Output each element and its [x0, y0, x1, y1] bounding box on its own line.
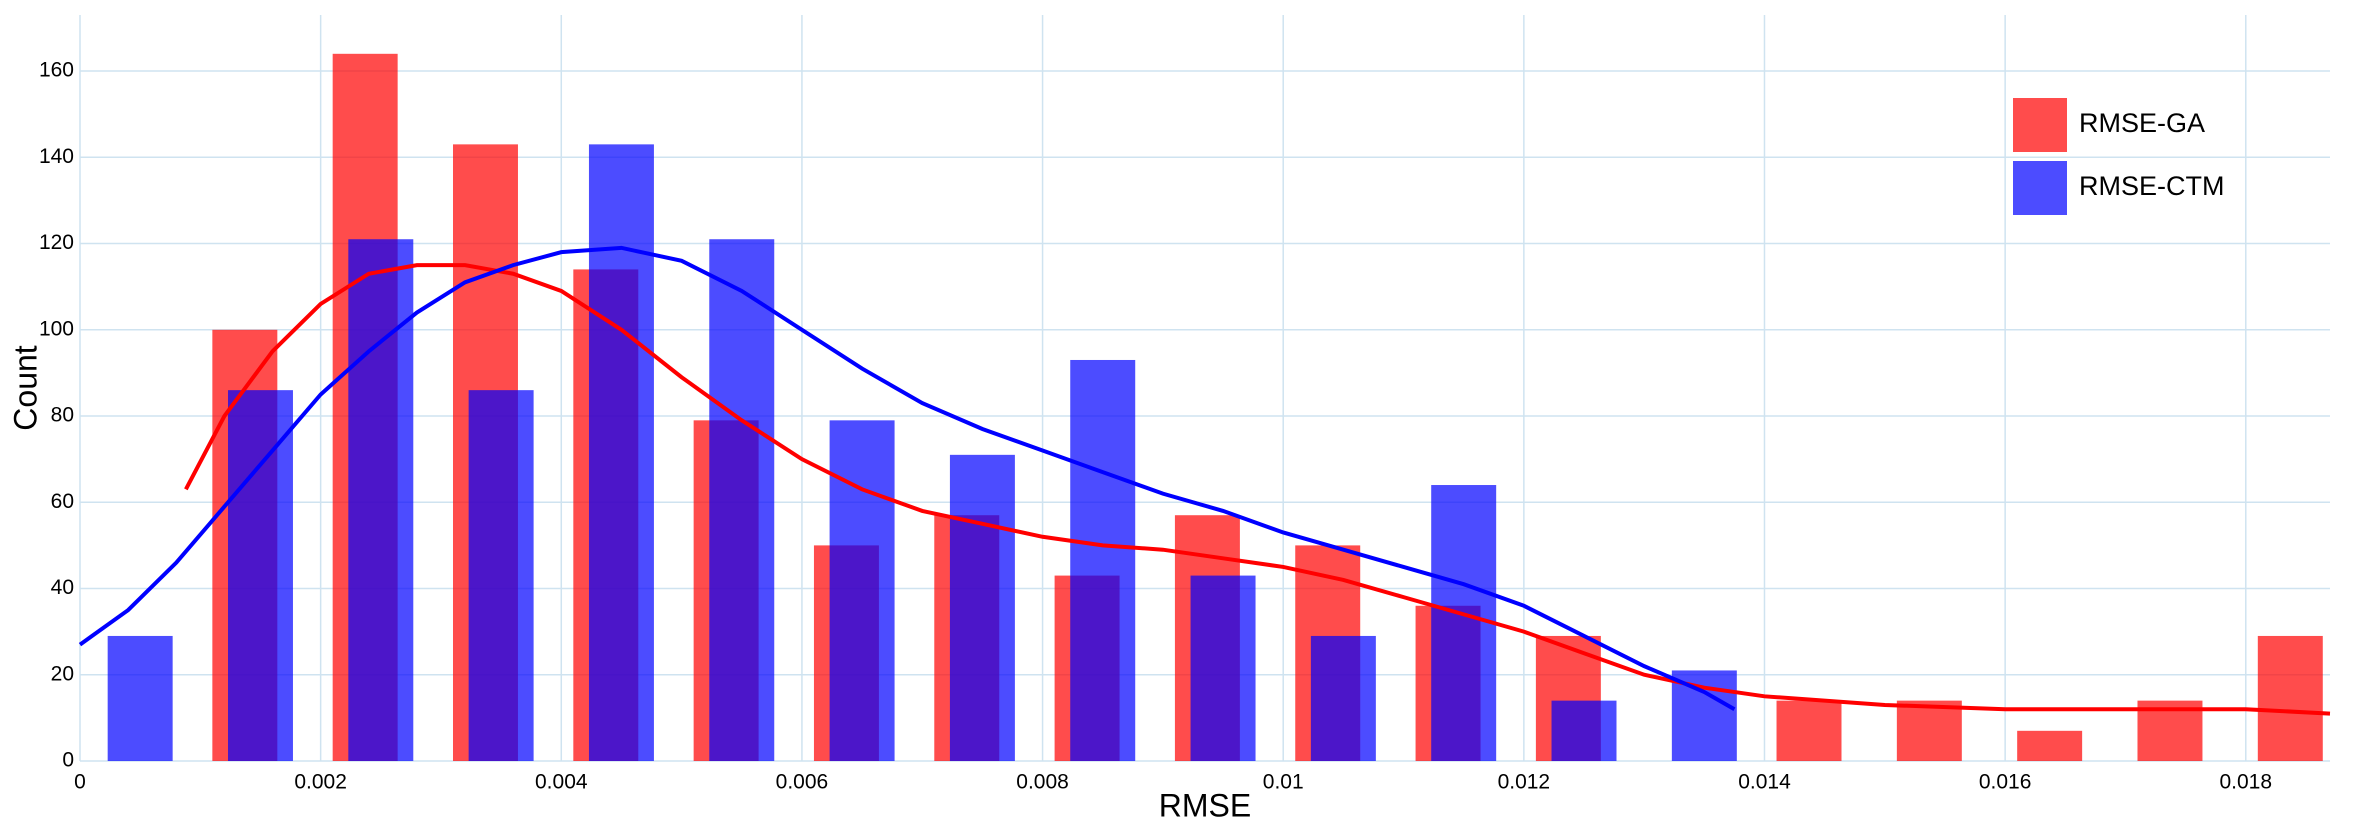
bar — [227, 390, 293, 761]
bar — [829, 420, 895, 761]
legend-swatch — [2013, 161, 2067, 215]
bar — [1070, 359, 1136, 761]
y-tick-label: 80 — [51, 404, 74, 427]
bar — [1551, 700, 1617, 761]
bar — [1431, 485, 1497, 761]
x-tick-label: 0.016 — [1979, 771, 2032, 794]
x-tick-label: 0.01 — [1263, 771, 1304, 794]
y-tick-label: 140 — [39, 145, 74, 168]
y-tick-label: 60 — [51, 490, 74, 513]
legend-label: RMSE-GA — [2079, 108, 2205, 138]
bar — [709, 239, 775, 762]
bar — [2017, 730, 2083, 761]
bar — [2257, 635, 2323, 761]
y-tick-label: 0 — [62, 749, 74, 772]
bar — [949, 454, 1015, 761]
y-tick-label: 120 — [39, 231, 74, 254]
bar — [1190, 575, 1256, 761]
kde-line — [184, 263, 2331, 716]
x-tick-label: 0.002 — [294, 771, 347, 794]
x-tick-label: 0.004 — [535, 771, 588, 794]
bar — [1776, 700, 1842, 761]
kde-line — [78, 245, 1736, 711]
bar — [1896, 700, 1962, 761]
y-tick-label: 160 — [39, 59, 74, 82]
bar — [468, 390, 534, 761]
legend-swatch — [2013, 98, 2067, 152]
y-tick-label: 40 — [51, 576, 74, 599]
y-tick-label: 20 — [51, 662, 74, 685]
y-tick-label: 100 — [39, 317, 74, 340]
x-tick-label: 0.006 — [776, 771, 829, 794]
y-axis-label: Count — [7, 345, 43, 431]
bar — [1671, 670, 1737, 761]
bar — [1310, 635, 1376, 761]
bar — [107, 635, 173, 761]
bar — [588, 144, 654, 762]
x-tick-label: 0.012 — [1498, 771, 1551, 794]
x-tick-label: 0 — [74, 771, 86, 794]
bar — [348, 239, 414, 762]
x-tick-label: 0.014 — [1738, 771, 1791, 794]
x-axis-label: RMSE — [1159, 787, 1251, 823]
x-tick-label: 0.018 — [2219, 771, 2272, 794]
legend-label: RMSE-CTM — [2079, 171, 2224, 201]
x-tick-label: 0.008 — [1016, 771, 1069, 794]
